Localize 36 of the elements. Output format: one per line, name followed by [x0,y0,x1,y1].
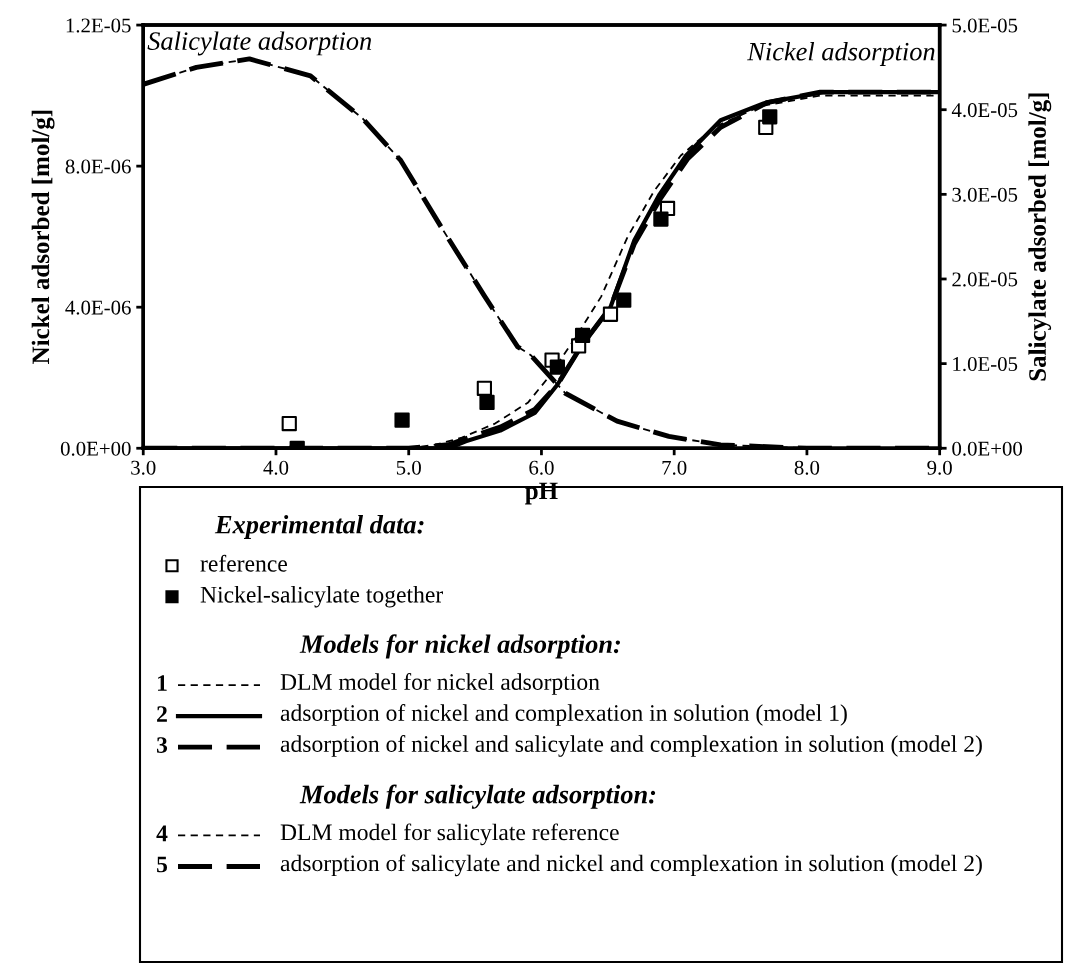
legend-label: adsorption of salicylate and nickel and complexation in solution (model 2) [280,854,982,877]
legend-label: adsorption of nickel and complexation in solution (model 1) [280,704,847,726]
x-tick-label: 7.0 [662,460,687,475]
x-tick-label: 6.0 [529,460,554,475]
y2-tick-label: 4.0E-05 [951,103,1018,118]
y2-tick-label: 5.0E-05 [952,18,1018,33]
legend-label: Nickel-salicylate together [200,586,444,608]
annotation: Salicylate adsorption [147,31,372,56]
y2-tick-label: 0.0E+00 [952,441,1023,456]
text: Experimental data: [214,515,424,539]
text: 5 [157,856,168,873]
y-axis-title: Nickel adsorbed [mol/g] [31,110,55,364]
y-tick-label: 8.0E-06 [65,159,131,174]
text: Models for salicylate adsorption: [299,784,656,809]
x-tick-label: 9.0 [927,460,952,475]
y2-tick-label: 2.0E-05 [952,272,1018,287]
y-tick-label: 1.2E-05 [66,18,131,33]
y2-axis-title: Salicylate adsorbed [mol/g] [1028,93,1052,381]
y2-tick-label: 3.0E-05 [952,187,1018,202]
legend-label: adsorption of nickel and salicylate and complexation in solution (model 2) [280,735,982,757]
y-tick-label: 4.0E-06 [65,300,131,315]
text: Models for nickel adsorption: [299,634,620,659]
x-tick-label: 8.0 [794,460,820,475]
legend-label: DLM model for salicylate reference [280,823,619,846]
x-tick-label: 5.0 [396,460,421,475]
legend-label: DLM model for nickel adsorption [280,673,600,695]
text: 4 [156,825,168,842]
text: 2 [157,706,167,722]
text: 3 [156,737,168,754]
annotation: Nickel adsorption [747,41,935,66]
legend-label: reference [200,554,287,572]
text: 1 [157,675,167,691]
y-tick-label: 0.0E+00 [60,441,131,456]
x-tick-label: 3.0 [131,460,156,475]
x-tick-label: 4.0 [263,460,289,475]
y2-tick-label: 1.0E-05 [953,356,1018,372]
